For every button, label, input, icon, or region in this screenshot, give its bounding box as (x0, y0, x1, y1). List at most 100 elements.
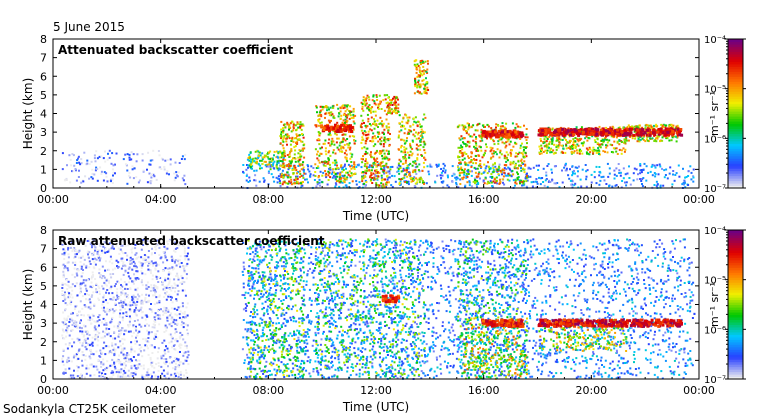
backscatter-pixel (102, 336, 105, 339)
backscatter-pixel (326, 126, 330, 130)
backscatter-pixel (175, 275, 178, 277)
backscatter-pixel (173, 179, 176, 182)
backscatter-pixel (129, 288, 132, 291)
backscatter-pixel (480, 137, 483, 140)
backscatter-pixel (586, 139, 589, 142)
backscatter-pixel (513, 135, 517, 139)
backscatter-pixel (572, 144, 575, 146)
backscatter-pixel (158, 295, 161, 298)
backscatter-pixel (439, 174, 442, 177)
backscatter-pixel (370, 111, 372, 114)
backscatter-pixel (669, 123, 672, 126)
backscatter-pixel (515, 123, 518, 126)
backscatter-pixel (292, 123, 295, 126)
backscatter-pixel (374, 169, 377, 172)
backscatter-pixel (334, 168, 337, 171)
backscatter-pixel (64, 251, 67, 254)
backscatter-pixel (282, 158, 285, 161)
backscatter-pixel (653, 133, 657, 137)
backscatter-pixel (472, 139, 475, 142)
backscatter-pixel (418, 181, 421, 184)
backscatter-pixel (174, 284, 177, 287)
backscatter-pixel (164, 376, 167, 379)
colorbar-swatch (728, 48, 743, 53)
backscatter-pixel (81, 374, 83, 377)
backscatter-pixel (275, 150, 278, 153)
backscatter-pixel (422, 62, 425, 64)
backscatter-pixel (580, 142, 583, 145)
backscatter-pixel (70, 293, 73, 296)
backscatter-pixel (372, 172, 375, 175)
backscatter-pixel (111, 239, 113, 242)
backscatter-pixel (71, 329, 74, 331)
backscatter-pixel (386, 181, 388, 184)
backscatter-pixel (421, 70, 424, 73)
backscatter-pixel (127, 238, 130, 241)
backscatter-pixel (367, 117, 370, 120)
backscatter-pixel (68, 367, 71, 370)
backscatter-pixel (505, 168, 508, 171)
backscatter-pixel (114, 367, 117, 370)
backscatter-pixel (365, 97, 368, 100)
backscatter-pixel (535, 186, 538, 189)
backscatter-pixel (497, 124, 500, 127)
backscatter-pixel (469, 170, 472, 173)
backscatter-pixel (420, 131, 423, 134)
backscatter-pixel (337, 137, 340, 140)
backscatter-pixel (480, 149, 483, 152)
backscatter-pixel (249, 158, 252, 161)
backscatter-pixel (365, 139, 368, 142)
backscatter-pixel (543, 141, 546, 144)
backscatter-pixel (620, 129, 624, 133)
backscatter-pixel (101, 303, 104, 306)
backscatter-pixel (177, 375, 180, 378)
backscatter-pixel (353, 142, 356, 145)
backscatter-pixel (101, 265, 104, 268)
backscatter-pixel (351, 153, 354, 156)
backscatter-pixel (561, 144, 564, 147)
backscatter-pixel (272, 176, 275, 179)
backscatter-pixel (368, 108, 371, 111)
backscatter-pixel (475, 175, 478, 178)
backscatter-pixel (361, 178, 364, 180)
backscatter-pixel (321, 105, 324, 108)
backscatter-pixel (122, 349, 124, 352)
backscatter-pixel (152, 294, 154, 297)
backscatter-pixel (606, 151, 609, 154)
backscatter-pixel (491, 175, 494, 178)
backscatter-pixel (301, 133, 303, 135)
backscatter-pixel (435, 163, 438, 166)
backscatter-pixel (117, 281, 120, 284)
backscatter-pixel (282, 162, 285, 165)
backscatter-pixel (646, 139, 649, 142)
backscatter-pixel (116, 280, 119, 283)
backscatter-pixel (123, 281, 126, 283)
backscatter-pixel (379, 142, 382, 145)
backscatter-pixel (393, 101, 396, 104)
backscatter-pixel (380, 161, 383, 164)
backscatter-pixel (300, 128, 303, 131)
backscatter-pixel (689, 165, 692, 168)
backscatter-pixel (677, 128, 681, 132)
backscatter-pixel (298, 163, 301, 166)
backscatter-pixel (407, 129, 410, 131)
backscatter-pixel (364, 153, 367, 155)
backscatter-pixel (292, 140, 295, 143)
backscatter-pixel (484, 169, 487, 172)
backscatter-pixel (318, 118, 321, 121)
backscatter-pixel (586, 169, 589, 172)
backscatter-pixel (339, 174, 342, 177)
backscatter-pixel (321, 146, 323, 149)
backscatter-pixel (611, 132, 615, 135)
backscatter-pixel (61, 360, 64, 363)
backscatter-pixel (106, 180, 109, 183)
backscatter-pixel (82, 263, 85, 266)
backscatter-pixel (615, 174, 618, 177)
backscatter-pixel (130, 158, 133, 161)
backscatter-pixel (321, 181, 324, 184)
backscatter-pixel (129, 301, 132, 304)
backscatter-pixel (151, 173, 154, 176)
backscatter-pixel (66, 288, 69, 291)
backscatter-pixel (97, 285, 100, 288)
backscatter-pixel (598, 174, 601, 177)
